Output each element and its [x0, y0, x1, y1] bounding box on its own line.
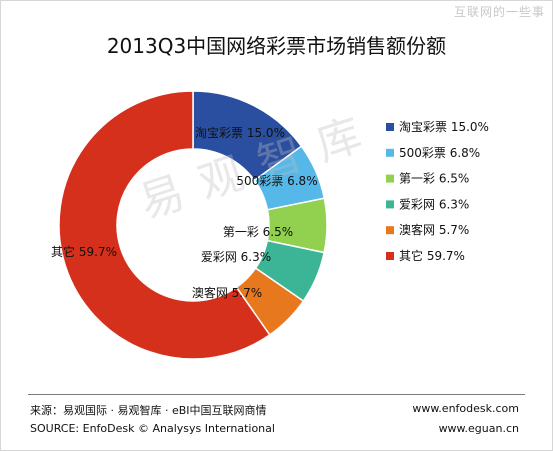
slice-label-3: 爱彩网 6.3%: [201, 250, 271, 264]
url-eguan[interactable]: www.eguan.cn: [438, 422, 519, 435]
watermark-top: 互联网的一些事: [453, 5, 545, 19]
source-en: SOURCE: EnfoDesk © Analysys Internationa…: [30, 422, 275, 435]
slice-label-0: 淘宝彩票 15.0%: [195, 126, 285, 140]
legend-swatch-5: [386, 252, 394, 260]
legend-label-1: 500彩票 6.8%: [399, 146, 480, 160]
slice-label-5: 其它 59.7%: [51, 244, 117, 259]
url-enfodesk[interactable]: www.enfodesk.com: [412, 402, 519, 415]
legend-label-3: 爱彩网 6.3%: [399, 197, 469, 211]
legend: 淘宝彩票 15.0% 500彩票 6.8% 第一彩 6.5% 爱彩网 6.3% 澳客网 …: [386, 120, 489, 263]
legend-label-4: 澳客网 5.7%: [399, 222, 469, 237]
source-cn: 来源：易观国际 · 易观智库 · eBI中国互联网商情: [30, 404, 267, 417]
slice-5: [58, 90, 271, 360]
legend-swatch-0: [386, 123, 394, 131]
footer-divider: [28, 394, 525, 395]
legend-swatch-1: [386, 148, 394, 157]
donut-slices: [58, 90, 328, 360]
chart-title: 2013Q3中国网络彩票市场销售额份额: [106, 34, 447, 58]
slice-labels: 淘宝彩票 15.0% 500彩票 6.8% 第一彩 6.5% 爱彩网 6.3% 澳客网 …: [51, 126, 318, 300]
legend-swatch-2: [386, 174, 394, 183]
legend-swatch-4: [386, 226, 394, 235]
slice-label-1: 500彩票 6.8%: [236, 174, 317, 188]
slice-label-2: 第一彩 6.5%: [223, 225, 293, 239]
legend-label-2: 第一彩 6.5%: [399, 172, 469, 186]
legend-label-5: 其它 59.7%: [399, 248, 465, 263]
legend-label-0: 淘宝彩票 15.0%: [399, 120, 489, 134]
legend-swatch-3: [386, 200, 394, 209]
slice-label-4: 澳客网 5.7%: [192, 285, 262, 300]
